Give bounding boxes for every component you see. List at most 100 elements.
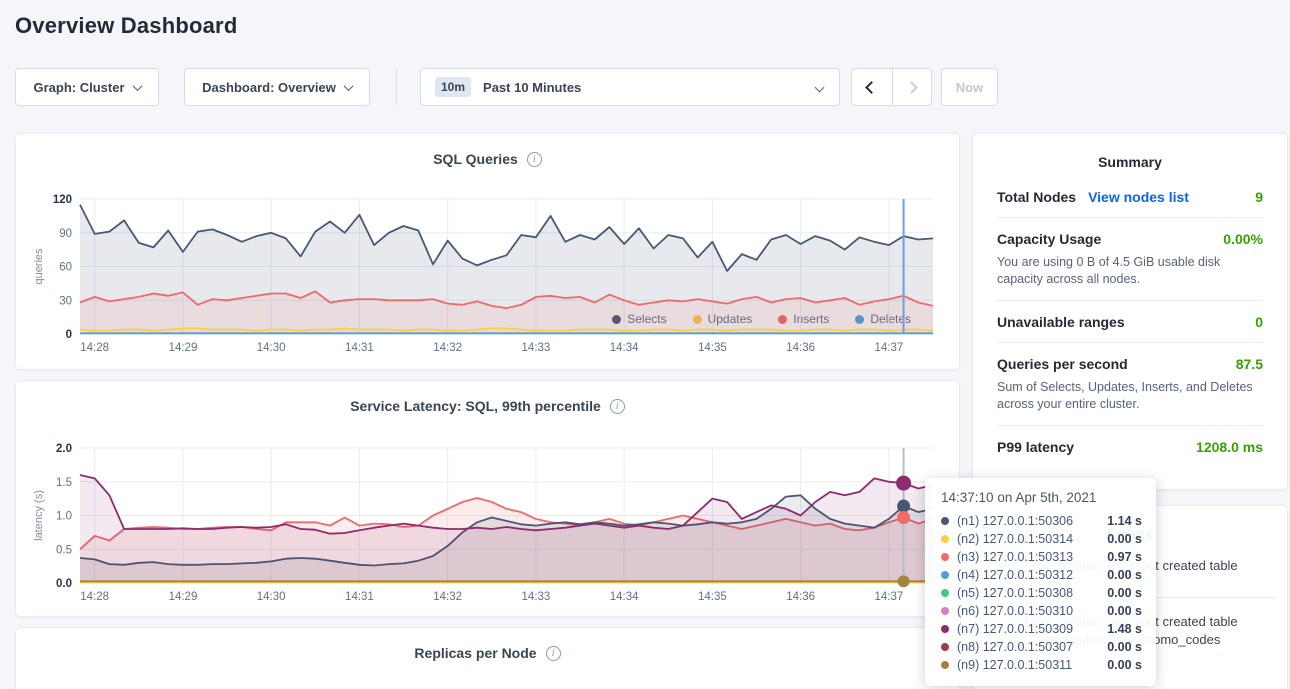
tooltip-row: (n7) 127.0.0.1:50309 1.48 s	[941, 620, 1142, 638]
svg-text:14:36: 14:36	[786, 591, 815, 603]
summary-row-link[interactable]: View nodes list	[1088, 189, 1189, 205]
summary-row-line: P99 latency 1208.0 ms	[997, 439, 1263, 455]
summary-row-label: Unavailable ranges	[997, 314, 1125, 330]
info-icon[interactable]: i	[526, 151, 542, 167]
series-dot-icon	[941, 571, 949, 579]
svg-text:30: 30	[59, 295, 72, 307]
time-next-button[interactable]	[891, 69, 932, 105]
svg-text:1.0: 1.0	[56, 511, 72, 523]
replicas-per-node-card: Replicas per Node i	[15, 627, 960, 689]
summary-row-line: Unavailable ranges 0	[997, 314, 1263, 330]
summary-row-label: Total Nodes	[997, 189, 1077, 205]
tooltip-node-value: 0.00 s	[1107, 604, 1142, 618]
info-icon[interactable]: i	[545, 645, 561, 661]
svg-text:14:33: 14:33	[522, 591, 551, 603]
dashboard-dropdown[interactable]: Dashboard: Overview	[184, 68, 370, 106]
svg-text:14:31: 14:31	[345, 591, 374, 603]
info-icon[interactable]: i	[609, 398, 625, 414]
time-range-label: Past 10 Minutes	[483, 79, 582, 95]
chevron-down-icon	[132, 80, 142, 91]
series-dot-icon	[941, 643, 949, 651]
tooltip-row: (n8) 127.0.0.1:50307 0.00 s	[941, 638, 1142, 656]
tooltip-row: (n5) 127.0.0.1:50308 0.00 s	[941, 584, 1142, 602]
legend-item-updates[interactable]: Updates	[692, 312, 753, 326]
svg-text:14:30: 14:30	[257, 342, 286, 354]
summary-row: P99 latency 1208.0 ms	[997, 426, 1263, 467]
summary-row-value: 9	[1255, 189, 1263, 205]
svg-text:0: 0	[66, 329, 72, 341]
legend-dot-icon	[855, 314, 865, 324]
tooltip-row: (n4) 127.0.0.1:50312 0.00 s	[941, 566, 1142, 584]
graph-dropdown[interactable]: Graph: Cluster	[15, 68, 159, 106]
svg-text:14:32: 14:32	[433, 591, 462, 603]
time-prev-button[interactable]	[852, 69, 892, 105]
svg-text:0.5: 0.5	[56, 544, 72, 556]
tooltip-node-label: (n9) 127.0.0.1:50311	[957, 658, 1073, 672]
legend-item-selects[interactable]: Selects	[612, 312, 667, 326]
summary-row-line: Queries per second 87.5	[997, 356, 1263, 372]
series-dot-icon	[941, 553, 949, 561]
time-range-dropdown[interactable]: 10m Past 10 Minutes	[420, 68, 840, 106]
controls-divider	[396, 68, 397, 105]
summary-row: Unavailable ranges 0	[997, 301, 1263, 343]
sql-queries-card: SQL Queries i Selects Updates Inserts Delet…	[15, 133, 960, 370]
svg-text:14:33: 14:33	[522, 342, 551, 354]
tooltip-node-value: 0.00 s	[1107, 586, 1142, 600]
series-dot-icon	[941, 607, 949, 615]
summary-row-label: Queries per second	[997, 356, 1128, 372]
svg-text:90: 90	[59, 228, 72, 240]
summary-row: Capacity Usage 0.00% You are using 0 B of …	[997, 218, 1263, 301]
sql-queries-title: SQL Queries	[433, 151, 518, 167]
summary-row-value: 0	[1255, 314, 1263, 330]
legend-dot-icon	[778, 314, 788, 324]
tooltip-date: on Apr 5th, 2021	[993, 490, 1097, 505]
svg-text:14:29: 14:29	[169, 591, 198, 603]
svg-text:14:37: 14:37	[875, 342, 904, 354]
tooltip-row: (n1) 127.0.0.1:50306 1.14 s	[941, 512, 1142, 530]
service-latency-chart[interactable]: 0.0 0.5 1.0 1.5 2.0 14:28 14:29 14:30 14:31 14:32…	[16, 443, 961, 615]
tooltip-node-label: (n8) 127.0.0.1:50307	[957, 640, 1074, 654]
summary-panel: Summary Total Nodes View nodes list 9 Capac…	[972, 133, 1288, 490]
summary-row-line: Total Nodes View nodes list 9	[997, 189, 1263, 205]
svg-text:120: 120	[53, 194, 72, 206]
svg-text:14:30: 14:30	[257, 591, 286, 603]
tooltip-node-label: (n7) 127.0.0.1:50309	[957, 622, 1074, 636]
summary-row-desc: Sum of Selects, Updates, Inserts, and De…	[997, 380, 1253, 411]
legend-item-deletes[interactable]: Deletes	[855, 312, 911, 326]
tooltip-node-value: 1.14 s	[1107, 514, 1142, 528]
summary-row-line: Capacity Usage 0.00%	[997, 231, 1263, 247]
svg-text:14:37: 14:37	[875, 591, 904, 603]
legend-item-inserts[interactable]: Inserts	[778, 312, 829, 326]
summary-title: Summary	[1098, 154, 1162, 170]
time-range-badge: 10m	[435, 77, 472, 97]
replicas-per-node-title: Replicas per Node	[414, 645, 537, 661]
svg-text:14:35: 14:35	[698, 342, 727, 354]
page-title: Overview Dashboard	[15, 13, 238, 38]
time-nav-group	[851, 68, 932, 106]
summary-row-desc: You are using 0 B of 4.5 GiB usable disk…	[997, 255, 1221, 286]
chevron-right-icon	[905, 80, 919, 94]
sql-queries-legend: Selects Updates Inserts Deletes	[612, 312, 911, 326]
sql-queries-chart[interactable]: 0 30 60 90 120 14:28 14:29 14:30 14:31 14:32 14:33…	[16, 194, 961, 366]
legend-label: Updates	[708, 312, 753, 326]
chevron-down-icon	[814, 82, 825, 92]
svg-text:14:35: 14:35	[698, 591, 727, 603]
svg-text:1.5: 1.5	[56, 477, 72, 489]
tooltip-row: (n3) 127.0.0.1:50313 0.97 s	[941, 548, 1142, 566]
tooltip-row: (n9) 127.0.0.1:50311 0.00 s	[941, 656, 1142, 674]
dashboard-dropdown-label: Dashboard: Overview	[202, 79, 336, 95]
tooltip-node-value: 0.00 s	[1107, 640, 1142, 654]
now-button[interactable]: Now	[941, 68, 998, 106]
tooltip-node-value: 0.00 s	[1107, 568, 1142, 582]
tooltip-row: (n2) 127.0.0.1:50314 0.00 s	[941, 530, 1142, 548]
series-dot-icon	[941, 517, 949, 525]
summary-row: Queries per second 87.5 Sum of Selects, Up…	[997, 343, 1263, 426]
svg-text:2.0: 2.0	[56, 443, 72, 455]
service-latency-card: Service Latency: SQL, 99th percentile i …	[15, 380, 960, 617]
svg-text:14:31: 14:31	[345, 342, 374, 354]
graph-dropdown-label: Graph: Cluster	[33, 79, 125, 95]
chart-hover-tooltip: 14:37:10 on Apr 5th, 2021 (n1) 127.0.0.1…	[925, 478, 1156, 686]
svg-text:14:29: 14:29	[169, 342, 198, 354]
legend-dot-icon	[692, 314, 702, 324]
summary-row: Total Nodes View nodes list 9	[997, 176, 1263, 218]
